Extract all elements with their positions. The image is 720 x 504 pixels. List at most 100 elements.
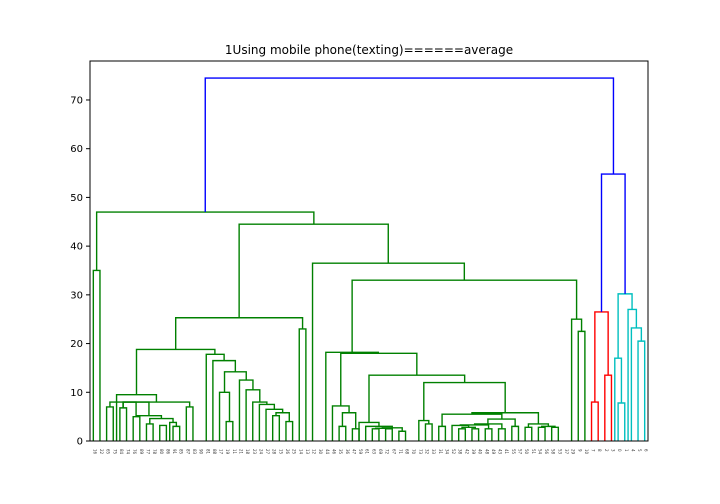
x-tick-label: 2 (604, 449, 609, 452)
x-tick-label: 24 (258, 449, 263, 455)
dendrogram-link (541, 425, 556, 428)
x-tick-label: 52 (451, 449, 456, 455)
x-tick-label: 70 (411, 449, 416, 455)
x-tick-label: 68 (405, 449, 410, 455)
dendrogram-link (473, 423, 503, 429)
x-tick-label: 71 (398, 449, 403, 455)
x-tick-label: 58 (551, 449, 556, 455)
dendrogram-link (524, 426, 533, 441)
dendrogram-link (185, 406, 194, 441)
x-tick-label: 90 (199, 449, 204, 455)
x-tick-label: 49 (491, 449, 496, 455)
dendrogram-link (511, 425, 520, 441)
x-tick-label: 40 (478, 449, 483, 455)
dendrogram-link (577, 330, 586, 441)
y-axis: 0 10 20 30 40 50 60 70 (70, 95, 90, 448)
x-tick-label: 73 (418, 449, 423, 455)
x-axis: 16 22 65 75 84 74 76 89 77 78 80 86 91 85 87 83 90 81 88 17… (92, 449, 648, 455)
dendrogram-link (298, 328, 307, 441)
x-tick-label: 89 (139, 449, 144, 455)
x-tick-label: 9 (577, 449, 582, 452)
x-tick-label: 48 (484, 449, 489, 455)
x-tick-label: 27 (265, 449, 270, 455)
x-tick-label: 22 (99, 449, 104, 455)
x-tick-label: 4 (630, 449, 635, 452)
dendrogram-link (132, 415, 141, 441)
y-tick-label: 50 (70, 193, 83, 204)
dendrogram-link (368, 374, 466, 423)
x-tick-label: 61 (365, 449, 370, 455)
dendrogram-link (92, 269, 101, 441)
dendrogram-link (351, 279, 578, 353)
x-tick-label: 65 (106, 449, 111, 455)
dendrogram-link (358, 421, 380, 441)
dendrogram-link (105, 406, 114, 441)
dendrogram-link (351, 428, 360, 441)
x-tick-label: 51 (531, 449, 536, 455)
dendrogram-link (135, 348, 216, 395)
dendrogram-link (487, 418, 516, 427)
x-tick-label: 77 (145, 449, 150, 455)
x-tick-label: 7 (591, 449, 596, 452)
x-tick-label: 81 (205, 449, 210, 455)
x-tick-label: 78 (152, 449, 157, 455)
y-tick-label: 40 (70, 242, 83, 253)
x-tick-label: 85 (179, 449, 184, 455)
x-tick-label: 44 (325, 449, 330, 455)
y-tick-label: 60 (70, 144, 83, 155)
x-tick-label: 17 (219, 449, 224, 455)
x-tick-label: 56 (544, 449, 549, 455)
dendrogram-link (594, 311, 609, 403)
x-tick-label: 33 (431, 449, 436, 455)
x-tick-label: 32 (424, 449, 429, 455)
dendrogram-link (341, 412, 357, 429)
dendrogram-link (550, 426, 560, 441)
x-tick-label: 31 (438, 449, 443, 455)
dendrogram-link (218, 391, 231, 441)
x-tick-label: 35 (338, 449, 343, 455)
dendrogram-link (637, 340, 646, 441)
x-tick-label: 30 (318, 449, 323, 455)
x-tick-label: 15 (278, 449, 283, 455)
dendrogram-link (122, 401, 191, 408)
dendrogram-link (364, 425, 393, 441)
plot-frame (89, 60, 649, 442)
x-tick-label: 21 (238, 449, 243, 455)
x-tick-label: 36 (345, 449, 350, 455)
dendrogram-link (119, 407, 128, 441)
y-tick-label: 20 (70, 339, 83, 350)
x-tick-label: 50 (524, 449, 529, 455)
dendrogram-link (172, 425, 181, 441)
dendrogram-link (149, 417, 174, 424)
x-tick-label: 54 (537, 449, 542, 455)
x-tick-label: 75 (112, 449, 117, 455)
chart-title: 1Using mobile phone(texting)======averag… (225, 43, 513, 57)
dendrogram-link (95, 211, 315, 271)
x-tick-label: 86 (165, 449, 170, 455)
x-tick-label: 63 (371, 449, 376, 455)
x-tick-label: 12 (312, 449, 317, 455)
x-tick-label: 0 (617, 449, 622, 452)
x-tick-label: 87 (185, 449, 190, 455)
dendrogram-link (497, 428, 506, 441)
dendrogram-link (457, 428, 467, 441)
y-tick-label: 70 (70, 95, 83, 106)
dendrogram-link (438, 425, 447, 441)
x-tick-label: 47 (351, 449, 356, 455)
x-tick-label: 55 (511, 449, 516, 455)
dendrogram-link (225, 420, 234, 441)
x-tick-label: 29 (571, 449, 576, 455)
dendrogram-link (271, 414, 281, 441)
dendrogram-link (630, 327, 643, 441)
x-tick-label: 41 (504, 449, 509, 455)
x-tick-label: 39 (471, 449, 476, 455)
x-tick-label: 38 (458, 449, 463, 455)
y-tick-label: 10 (70, 388, 83, 399)
dendrogram-link (115, 394, 158, 441)
dendrogram-link (331, 405, 350, 441)
x-tick-label: 74 (126, 449, 131, 455)
x-tick-label: 69 (378, 449, 383, 455)
x-tick-label: 19 (225, 449, 230, 455)
dendrogram-link (371, 428, 380, 441)
